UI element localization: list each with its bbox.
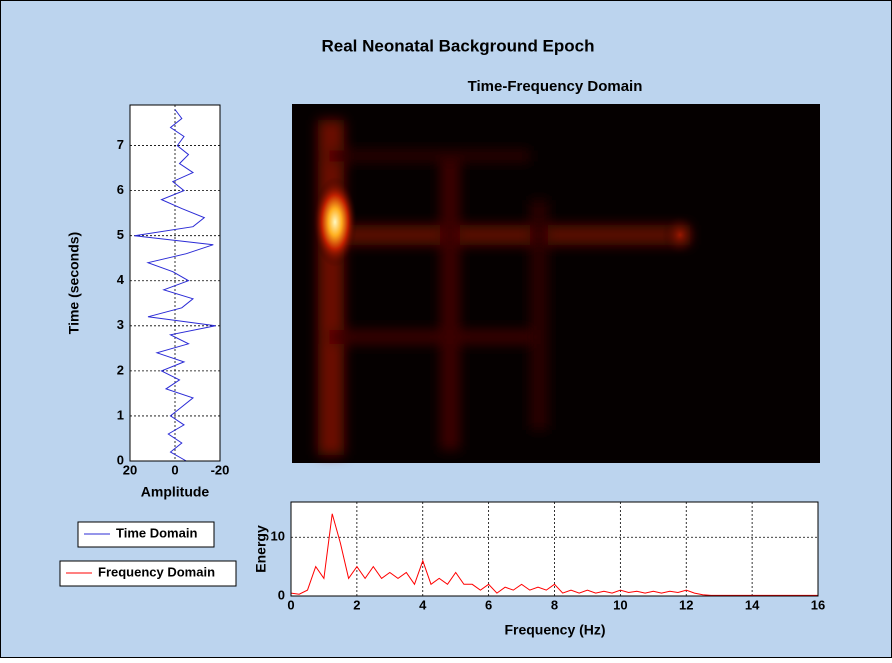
x-tick-label: 10 [613, 597, 627, 612]
spectrogram-title: Time-Frequency Domain [468, 78, 643, 95]
x-tick-label: 0 [117, 452, 124, 467]
y-tick-label: 0 [171, 462, 178, 477]
data-line [290, 513, 818, 596]
plot-area [290, 501, 819, 597]
y-tick-label: 0 [278, 587, 285, 602]
x-tick-label: 16 [811, 597, 825, 612]
x-tick-label: 12 [679, 597, 693, 612]
y-axis-label: Energy [253, 525, 269, 573]
x-tick-label: 1 [117, 407, 124, 422]
x-tick-label: 2 [117, 362, 124, 377]
x-tick-label: 5 [117, 227, 124, 242]
x-axis-label: Amplitude [141, 484, 210, 500]
y-tick-label: -20 [211, 462, 230, 477]
y-axis-label: Time (seconds) [66, 232, 82, 334]
data-line [134, 109, 216, 462]
x-tick-label: 0 [287, 597, 294, 612]
plot-frame [290, 501, 819, 597]
y-tick-label: 10 [271, 529, 285, 544]
spectrogram [292, 104, 820, 463]
x-tick-label: 2 [353, 597, 360, 612]
x-tick-label: 6 [117, 182, 124, 197]
x-tick-label: 4 [117, 272, 125, 287]
x-tick-label: 8 [551, 597, 558, 612]
y-tick-label: 20 [123, 462, 137, 477]
x-tick-label: 3 [117, 317, 124, 332]
figure-title: Real Neonatal Background Epoch [322, 36, 595, 55]
x-tick-label: 7 [117, 137, 124, 152]
x-tick-label: 4 [419, 597, 427, 612]
legend-label: Frequency Domain [98, 564, 215, 579]
plot-frame [129, 104, 221, 462]
x-axis-label: Frequency (Hz) [504, 622, 605, 638]
x-tick-label: 6 [485, 597, 492, 612]
legend-label: Time Domain [116, 525, 197, 540]
legend: Time Domain Frequency Domain [59, 521, 237, 587]
x-tick-label: 14 [745, 597, 760, 612]
